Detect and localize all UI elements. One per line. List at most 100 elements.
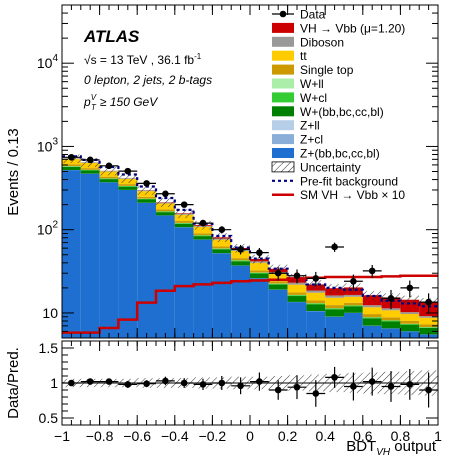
stack-bar (419, 317, 438, 325)
data-point (368, 267, 376, 275)
stack-bar (212, 253, 232, 338)
ratio-point (124, 381, 132, 388)
ptv-cut-label: pV T ≥ 150 GeV (83, 93, 158, 112)
legend-entry: W+cl (272, 91, 327, 105)
ratio-point (86, 378, 94, 385)
stack-bar (268, 283, 288, 285)
stack-bar (287, 282, 307, 285)
legend-entry: tt (272, 49, 307, 63)
stack-bar (344, 294, 363, 297)
stack-bar (156, 209, 175, 212)
legend-label: Uncertainty (300, 160, 361, 174)
legend-label: Z+(bb,bc,cc,bl) (300, 147, 380, 161)
ratio-point (199, 381, 207, 388)
ratio-y-tick-label: 0.5 (39, 410, 59, 426)
stack-1 (62, 170, 438, 335)
y-tick-label: 103 (37, 136, 59, 154)
stack-bar (268, 281, 288, 284)
stack-bar (381, 321, 401, 329)
x-tick-label: 0 (246, 428, 254, 444)
x-tick-label: 0.2 (278, 428, 298, 444)
x-tick-label: 0.8 (391, 428, 411, 444)
ratio-y-tick-label: 1 (50, 375, 58, 391)
legend-entry: Z+ll (272, 119, 320, 133)
data-point (256, 249, 263, 256)
y-tick-label: 102 (37, 220, 59, 238)
stack-bar (362, 318, 382, 326)
stack-bar (306, 303, 326, 305)
stack-bar (231, 250, 250, 259)
stack-bar (137, 202, 156, 338)
ratio-point (425, 386, 432, 394)
data-point (199, 219, 207, 227)
ratio-plot-panel: 0.511.5−1 −0.8 −0.6 −0.4 −0.2 0 0.2 0.4 0.6 0.8 1 … (5, 340, 442, 455)
stack-bar (80, 169, 100, 171)
data-points (62, 154, 438, 314)
stack-bar (419, 327, 438, 328)
stack-bar (62, 170, 81, 338)
stack-bar (174, 223, 194, 228)
stack-bar (212, 239, 232, 247)
stack-bar (250, 270, 269, 273)
legend-entry: SM VH → Vbb × 10 (272, 188, 405, 202)
uncertainty-bin (400, 295, 420, 305)
stack-bar (381, 310, 401, 318)
stack-bar (99, 182, 119, 338)
legend-hatch-swatch (271, 161, 295, 173)
uncertainty-bin (118, 174, 138, 183)
stack-bar (118, 186, 138, 190)
data-point (86, 156, 94, 164)
stack-bar (80, 173, 100, 338)
stack-bar (80, 168, 100, 170)
data-point (237, 246, 244, 253)
stack-bar (212, 248, 232, 250)
stack-bar (250, 278, 269, 338)
stack-bar (287, 302, 307, 338)
legend-swatch (272, 120, 294, 131)
stack-bar (137, 199, 156, 203)
atlas-label: ATLAS (83, 27, 140, 46)
ratio-point (218, 379, 226, 387)
stack-bar (400, 323, 420, 325)
stack-bar (62, 166, 81, 170)
stack-bar (193, 233, 213, 236)
ratio-point (237, 382, 244, 390)
stack-bar (381, 317, 401, 321)
legend-swatch (272, 36, 294, 47)
data-point (180, 201, 188, 208)
legend-swatch (272, 134, 294, 145)
data-point (331, 243, 338, 251)
stack-bar (287, 296, 307, 302)
stack-bar (231, 258, 250, 261)
stack-bar (306, 300, 326, 304)
stack-bar (268, 289, 288, 338)
legend-label: Single top (300, 63, 354, 77)
legend-swatch (272, 92, 294, 103)
ratio-point (256, 378, 263, 385)
stack-bar (362, 317, 382, 319)
data-point (293, 272, 301, 280)
stack-bar (325, 305, 344, 309)
ratio-point (350, 383, 357, 390)
stack-2 (62, 169, 438, 335)
ratio-y-tick-label: 1.5 (39, 340, 59, 356)
legend-label: W+ll (300, 77, 324, 91)
stack-bar (344, 312, 363, 338)
legend-label: SM VH → Vbb × 10 (300, 188, 405, 202)
stack-bar (99, 176, 119, 179)
ratio-axis-label: Data/Pred. (5, 347, 22, 419)
legend-entry: Z+(bb,bc,cc,bl) (272, 147, 380, 161)
ratio-point (105, 378, 113, 385)
legend-label: Pre-fit background (300, 174, 398, 188)
stack-bar (118, 184, 138, 186)
legend-label: Z+ll (300, 119, 320, 133)
ratio-point (312, 390, 320, 397)
stack-bar (381, 308, 401, 311)
ratio-point (406, 381, 414, 388)
stack-bar (400, 324, 420, 332)
legend-swatch (272, 22, 294, 33)
uncertainty-bin (174, 209, 194, 218)
x-tick-label: 0.4 (315, 428, 335, 444)
stack-bar (400, 312, 420, 315)
